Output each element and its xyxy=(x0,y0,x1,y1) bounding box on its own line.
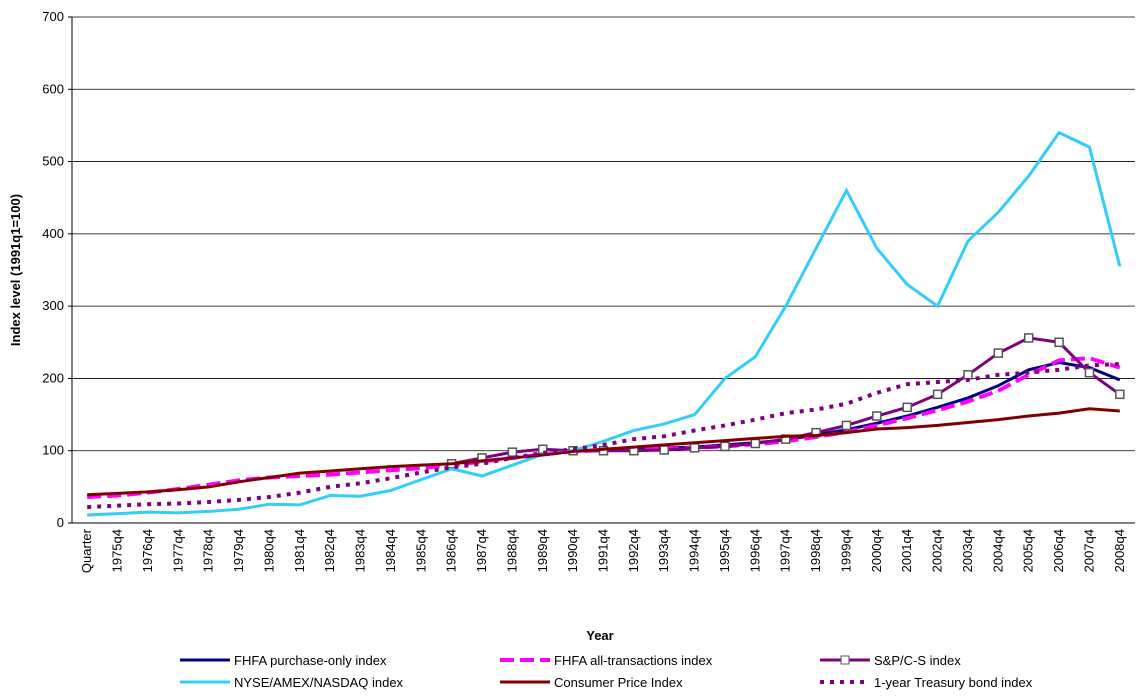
x-tick-label: 1988q4 xyxy=(504,529,519,572)
x-tick-label: 1996q4 xyxy=(747,529,762,572)
series-marker xyxy=(1054,337,1064,348)
y-tick-label: 200 xyxy=(42,370,64,385)
y-tick-label: 400 xyxy=(42,226,64,241)
legend-label: Consumer Price Index xyxy=(554,675,683,690)
series-marker xyxy=(932,389,943,400)
legend-label: FHFA purchase-only index xyxy=(234,653,387,668)
y-tick-label: 500 xyxy=(42,154,64,169)
series-marker xyxy=(659,445,669,455)
x-tick-label: 1983q4 xyxy=(353,529,368,572)
x-tick-label: 1991q4 xyxy=(596,529,611,572)
x-tick-label: 1976q4 xyxy=(140,529,155,572)
series-line xyxy=(451,336,1121,466)
y-tick-label: 100 xyxy=(42,443,64,458)
x-tick-label: 1982q4 xyxy=(322,529,337,572)
x-tick-label: 1984q4 xyxy=(383,529,398,572)
x-tick-label: 2008q4 xyxy=(1112,529,1127,572)
x-tick-label: 1989q4 xyxy=(535,529,550,572)
series-marker xyxy=(720,441,730,452)
x-tick-label: 2000q4 xyxy=(869,529,884,572)
x-tick-label: 1994q4 xyxy=(687,529,702,572)
y-tick-label: 0 xyxy=(57,515,64,530)
x-tick-label: 2001q4 xyxy=(899,529,914,572)
x-tick-label: 1986q4 xyxy=(444,529,459,572)
series-line xyxy=(87,130,1122,517)
x-axis-title: Year xyxy=(586,628,613,643)
x-tick-label: 2002q4 xyxy=(930,529,945,572)
legend-label: NYSE/AMEX/NASDAQ index xyxy=(234,675,404,690)
y-axis-title: Index level (1991q1=100) xyxy=(8,194,23,346)
series-marker xyxy=(689,443,700,453)
series-marker xyxy=(1084,367,1095,378)
x-tick-label: 1999q4 xyxy=(838,529,853,572)
x-tick-label: 2004q4 xyxy=(990,529,1005,572)
series-marker xyxy=(507,447,518,457)
x-tick-label: 1995q4 xyxy=(717,529,732,572)
x-tick-label: 2007q4 xyxy=(1081,529,1096,572)
series-marker xyxy=(1023,333,1034,343)
series-marker xyxy=(841,420,852,431)
y-tick-label: 700 xyxy=(42,9,64,24)
series-marker xyxy=(993,348,1004,358)
x-tick-label: 1997q4 xyxy=(778,529,793,572)
x-tick-label: 1998q4 xyxy=(808,529,823,572)
x-tick-label: 1978q4 xyxy=(201,529,216,572)
series-marker xyxy=(902,402,912,413)
series-marker xyxy=(963,370,973,380)
x-tick-label: 1985q4 xyxy=(413,529,428,572)
x-tick-label: 1990q4 xyxy=(565,529,580,572)
series-line xyxy=(87,361,1120,510)
x-tick-label: 2003q4 xyxy=(960,529,975,572)
x-tick-label: 1981q4 xyxy=(292,529,307,572)
series-marker xyxy=(872,411,882,421)
x-tick-label: 1977q4 xyxy=(170,529,185,572)
x-tick-label: 1975q4 xyxy=(110,529,125,572)
legend-label: FHFA all-transactions index xyxy=(554,653,713,668)
x-tick-label: 1987q4 xyxy=(474,529,489,572)
legend-label: 1-year Treasury bond index xyxy=(874,675,1033,690)
x-tick-label: 2005q4 xyxy=(1021,529,1036,572)
y-tick-label: 600 xyxy=(42,81,64,96)
legend-label: S&P/C-S index xyxy=(874,653,961,668)
x-tick-label: 1979q4 xyxy=(231,529,246,572)
series-marker xyxy=(750,438,761,449)
y-tick-label: 300 xyxy=(42,298,64,313)
x-tick-label: 2006q4 xyxy=(1051,529,1066,572)
legend-marker xyxy=(840,655,850,665)
series-marker xyxy=(1115,389,1125,400)
x-tick-label: 1993q4 xyxy=(656,529,671,572)
x-tick-label: 1980q4 xyxy=(261,529,276,572)
x-tick-label: 1992q4 xyxy=(626,529,641,572)
series-line xyxy=(87,407,1120,497)
x-tick-label: Quarter xyxy=(79,528,94,573)
